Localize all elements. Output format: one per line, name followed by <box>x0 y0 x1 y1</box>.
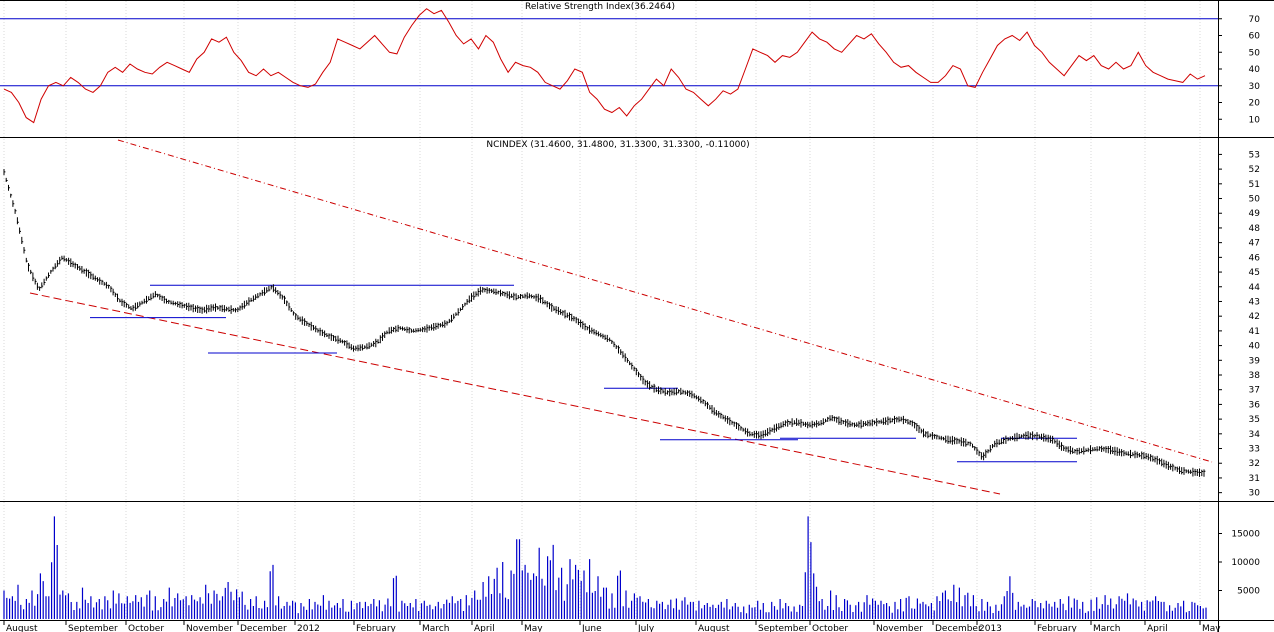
x-tick-label: September <box>68 624 118 632</box>
x-tick-label: February <box>1037 624 1078 632</box>
y-tick-label: 38 <box>1249 371 1261 381</box>
y-tick-label: 47 <box>1249 239 1260 249</box>
y-tick-label: 30 <box>1249 489 1261 499</box>
y-tick-label: 49 <box>1249 209 1261 219</box>
y-tick-label: 10000 <box>1231 558 1260 568</box>
y-tick-label: 39 <box>1249 356 1261 366</box>
x-tick-label: August <box>698 624 730 632</box>
rsi-line-path <box>3 8 1206 124</box>
y-tick-label: 60 <box>1249 32 1261 42</box>
y-tick-label: 20 <box>1249 99 1261 109</box>
price-panel: NCINDEX (31.4600, 31.4800, 31.3300, 31.3… <box>3 139 1261 499</box>
rsi-panel: Relative Strength Index(36.2464) 10 20 30 4… <box>0 2 1260 125</box>
y-tick-label: 50 <box>1249 48 1261 58</box>
x-tick-label: April <box>1147 624 1168 632</box>
rsi-line <box>3 8 1206 124</box>
x-tick-label: September <box>758 624 808 632</box>
x-tick-label: May <box>524 624 543 632</box>
x-tick-label: October <box>812 624 848 632</box>
y-tick-label: 15000 <box>1231 530 1260 540</box>
price-bars-path <box>3 169 1206 477</box>
y-tick-label: 51 <box>1249 180 1260 190</box>
y-tick-label: 5000 <box>1237 587 1260 597</box>
price-y-axis: 30 31 32 33 34 35 36 37 38 39 40 41 42 43 44 45 46 47 48 49… <box>1218 150 1261 499</box>
y-tick-label: 31 <box>1249 474 1260 484</box>
lower-trendline <box>29 292 1001 495</box>
y-tick-label: 30 <box>1249 82 1261 92</box>
x-axis: August September October November December 20… <box>3 620 1221 632</box>
y-tick-label: 44 <box>1249 283 1261 293</box>
y-tick-label: 33 <box>1249 445 1260 455</box>
volume-bars <box>3 516 1207 619</box>
y-tick-label: 34 <box>1249 430 1261 440</box>
x-tick-label: November <box>186 624 233 632</box>
x-tick-label: March <box>422 624 449 632</box>
y-tick-label: 53 <box>1249 150 1260 160</box>
x-tick-label: June <box>581 624 602 632</box>
y-tick-label: 42 <box>1249 312 1260 322</box>
x-tick-label: July <box>637 624 655 632</box>
x-tick-label: 2012 <box>297 624 320 632</box>
vertical-grid <box>3 1 1201 620</box>
upper-trendline <box>117 139 1213 463</box>
y-tick-label: 40 <box>1249 65 1261 75</box>
x-tick-label: April <box>474 624 495 632</box>
x-tick-label: October <box>128 624 164 632</box>
y-tick-label: 70 <box>1249 15 1261 25</box>
price-title: NCINDEX (31.4600, 31.4800, 31.3300, 31.3… <box>486 140 749 150</box>
x-tick-label: December <box>240 624 287 632</box>
x-tick-label: 2013 <box>979 624 1002 632</box>
y-tick-label: 35 <box>1249 415 1260 425</box>
y-tick-label: 48 <box>1249 224 1261 234</box>
y-tick-label: 37 <box>1249 386 1260 396</box>
volume-y-axis: 5000 10000 15000 <box>1218 530 1260 597</box>
y-tick-label: 52 <box>1249 165 1260 175</box>
x-tick-label: May <box>1202 624 1221 632</box>
trendlines <box>29 139 1213 495</box>
rsi-y-axis: 10 20 30 40 50 60 70 <box>1218 15 1261 125</box>
y-tick-label: 46 <box>1249 253 1261 263</box>
volume-bars-path <box>3 516 1207 619</box>
price-series <box>3 169 1206 477</box>
y-tick-label: 50 <box>1249 195 1261 205</box>
rsi-reference-lines <box>0 18 1218 87</box>
x-tick-label: March <box>1093 624 1120 632</box>
y-tick-label: 32 <box>1249 459 1260 469</box>
y-tick-label: 40 <box>1249 342 1261 352</box>
y-tick-label: 36 <box>1249 400 1261 410</box>
rsi-title: Relative Strength Index(36.2464) <box>525 2 675 12</box>
y-tick-label: 41 <box>1249 327 1260 337</box>
y-tick-label: 10 <box>1249 115 1261 125</box>
x-tick-label: February <box>356 624 397 632</box>
volume-panel: 5000 10000 15000 <box>3 516 1260 619</box>
x-tick-label: November <box>876 624 923 632</box>
y-tick-label: 43 <box>1249 297 1260 307</box>
x-tick-label: December <box>935 624 982 632</box>
x-tick-label: August <box>6 624 38 632</box>
horizontal-levels <box>90 284 1077 463</box>
y-tick-label: 45 <box>1249 268 1260 278</box>
